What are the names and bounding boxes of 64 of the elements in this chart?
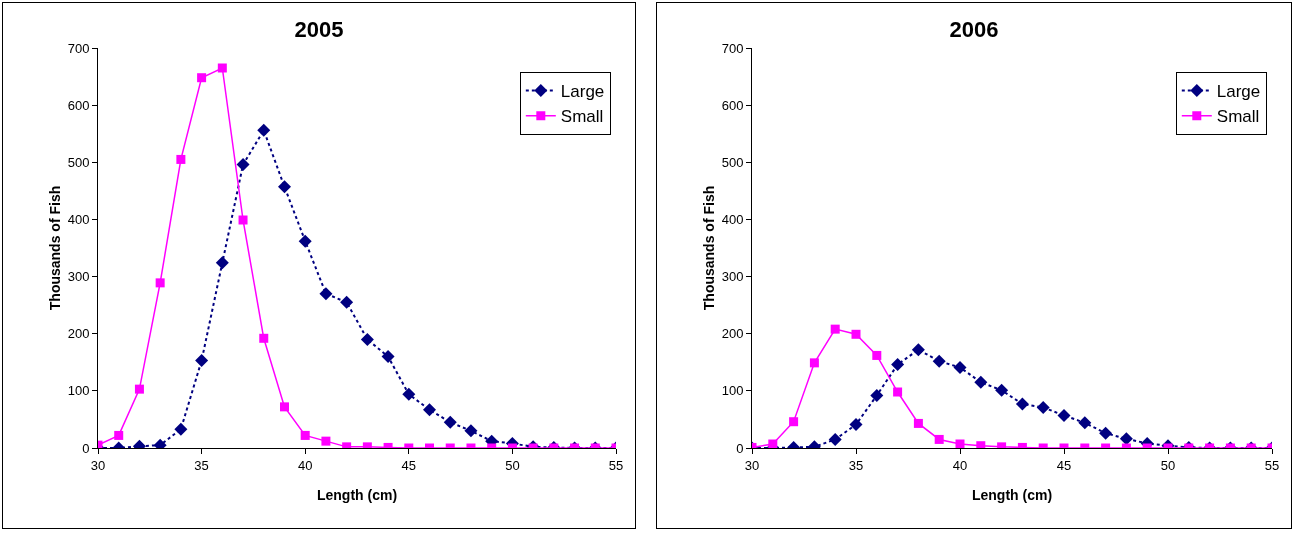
y-tick-label: 200 <box>67 326 90 342</box>
x-tick-label: 50 <box>1160 457 1176 473</box>
point <box>381 350 395 364</box>
x-tick-label: 30 <box>744 457 760 473</box>
y-tick-label: 400 <box>721 211 744 227</box>
x-tick-label: 50 <box>505 457 520 473</box>
y-tick-label: 700 <box>67 40 90 56</box>
point <box>238 215 248 225</box>
point <box>215 256 229 270</box>
y-axis-title: Thousands of Fish <box>47 185 63 311</box>
point <box>114 430 124 440</box>
point <box>134 384 144 394</box>
y-tick-label: 200 <box>721 326 744 342</box>
x-tick-label: 35 <box>194 457 209 473</box>
y-tick-label: 700 <box>721 40 744 56</box>
point <box>259 333 269 343</box>
point <box>319 287 333 301</box>
y-tick-label: 400 <box>67 211 90 227</box>
y-tick-label: 300 <box>67 269 90 285</box>
point <box>197 73 207 83</box>
point <box>217 63 227 73</box>
point <box>340 295 354 309</box>
point <box>277 180 291 194</box>
point <box>279 402 289 412</box>
legend-label: Small <box>560 107 604 127</box>
y-axis-title: Thousands of Fish <box>701 185 717 311</box>
point <box>195 354 209 368</box>
point <box>298 234 312 248</box>
x-tick-label: 35 <box>848 457 864 473</box>
legend-label: Large <box>560 82 605 102</box>
point <box>423 403 437 417</box>
y-tick-label: 0 <box>82 440 90 456</box>
y-tick-label: 0 <box>736 440 744 456</box>
x-tick-label: 55 <box>608 457 624 473</box>
x-axis-title: Length (cm) <box>316 487 398 503</box>
point <box>464 424 478 438</box>
y-tick-label: 100 <box>67 383 90 399</box>
x-tick-label: 45 <box>401 457 417 473</box>
point <box>443 415 457 429</box>
legend-label: Large <box>1216 82 1261 102</box>
point <box>176 154 186 164</box>
y-tick-label: 100 <box>721 383 744 399</box>
point <box>300 430 310 440</box>
x-tick-label: 45 <box>1056 457 1072 473</box>
x-tick-label: 40 <box>297 457 313 473</box>
point <box>236 158 250 172</box>
point <box>402 387 416 401</box>
chart-title: 2006 <box>949 16 999 42</box>
y-tick-label: 500 <box>721 154 744 170</box>
y-tick-label: 500 <box>67 154 90 170</box>
point <box>360 332 374 346</box>
chart-title: 2005 <box>294 16 344 42</box>
point <box>257 123 271 137</box>
x-tick-label: 30 <box>90 457 106 473</box>
point <box>174 422 188 436</box>
x-tick-label: 55 <box>1264 457 1280 473</box>
legend-label: Small <box>1216 107 1260 127</box>
x-tick-label: 40 <box>952 457 968 473</box>
point <box>321 436 331 446</box>
y-tick-label: 600 <box>67 97 90 113</box>
y-tick-label: 300 <box>721 269 744 285</box>
y-tick-label: 600 <box>721 97 744 113</box>
point <box>155 278 165 288</box>
x-axis-title: Length (cm) <box>971 487 1053 503</box>
